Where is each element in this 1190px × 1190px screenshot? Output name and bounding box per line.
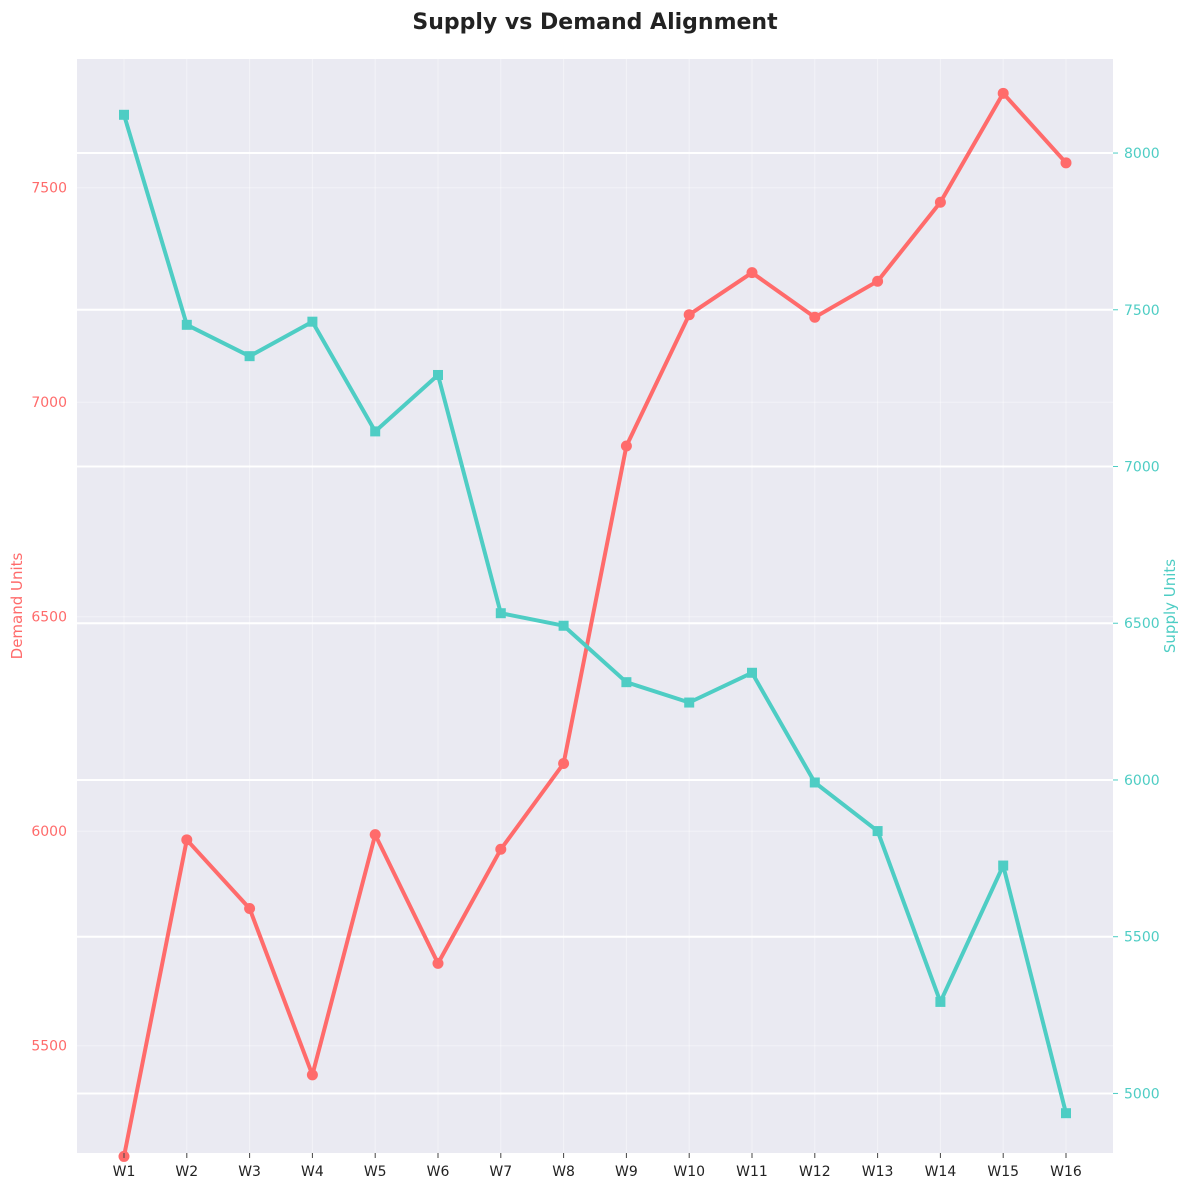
- y-right-tick-label-6: 7500: [1124, 303, 1160, 319]
- series-2-point-4: [307, 316, 318, 327]
- y-left-tick-label-1: 5500: [31, 1039, 67, 1055]
- y-axis-left-label: Demand Units: [8, 552, 26, 659]
- x-tick-label-10: W10: [673, 1164, 705, 1180]
- series-2-point-12: [809, 777, 820, 788]
- series-1-point-2: [181, 834, 193, 846]
- y-left-tick-label-4: 7000: [31, 395, 67, 411]
- x-tick-label-7: W7: [489, 1164, 512, 1180]
- series-1-point-12: [809, 311, 821, 323]
- y-left-tick-label-2: 6000: [31, 824, 67, 840]
- y-left-tick-label-5: 7500: [31, 181, 67, 197]
- chart-title: Supply vs Demand Alignment: [412, 10, 778, 35]
- x-tick-label-11: W11: [736, 1164, 768, 1180]
- x-tick-label-4: W4: [301, 1164, 324, 1180]
- series-1-point-6: [432, 957, 444, 969]
- series-1-point-5: [369, 829, 381, 841]
- y-right-tick-label-4: 6500: [1124, 616, 1160, 632]
- series-2-point-2: [181, 319, 192, 330]
- x-tick-label-8: W8: [552, 1164, 575, 1180]
- x-tick-label-3: W3: [238, 1164, 261, 1180]
- y-right-tick-label-2: 5500: [1124, 930, 1160, 946]
- series-1-point-9: [620, 440, 632, 452]
- series-2-point-6: [433, 369, 443, 380]
- series-1-point-4: [306, 1069, 318, 1081]
- series-line-1: [122, 91, 1068, 1159]
- x-tick-label-12: W12: [799, 1164, 831, 1180]
- series-2-point-13: [872, 826, 883, 837]
- x-tick-label-16: W16: [1050, 1164, 1082, 1180]
- series-1-point-7: [495, 843, 507, 855]
- y-right-tick-label-7: 8000: [1124, 146, 1160, 162]
- y-axis-right-label: Supply Units: [1161, 559, 1179, 653]
- series-2-point-9: [621, 677, 632, 688]
- series-2-point-10: [684, 697, 695, 708]
- x-tick-label-15: W15: [987, 1164, 1019, 1180]
- x-tick-label-6: W6: [427, 1164, 450, 1180]
- series-1-point-16: [1060, 157, 1072, 169]
- series-2-point-16: [1061, 1108, 1071, 1119]
- y-left-tick-label-3: 6500: [31, 610, 67, 626]
- series-1-point-3: [244, 902, 256, 914]
- x-tick-label-14: W14: [925, 1164, 957, 1180]
- tick-layer: W1 W2 W3 W4 W5 W6 W7 W8 W9 W10 W11 W12 W13 W14 W15 W16 5…: [31, 146, 1159, 1180]
- series-1-point-10: [683, 309, 695, 321]
- series-2-point-3: [244, 351, 255, 362]
- series-2-point-11: [747, 667, 757, 678]
- series-1-point-8: [558, 757, 570, 769]
- series-2-point-1: [119, 109, 129, 120]
- x-tick-label-5: W5: [364, 1164, 387, 1180]
- series-2-point-14: [935, 996, 946, 1007]
- series-2-point-7: [495, 608, 506, 619]
- series-1-point-14: [934, 196, 946, 208]
- grid-layer: [77, 59, 1113, 1153]
- x-tick-label-2: W2: [175, 1164, 198, 1180]
- series-2-point-5: [370, 426, 381, 437]
- series-line-2: [122, 112, 1068, 1116]
- y-right-tick-label-1: 5000: [1124, 1086, 1160, 1102]
- series-2-point-8: [558, 620, 569, 631]
- series-layer: [118, 87, 1072, 1162]
- series-2-point-15: [998, 860, 1009, 871]
- series-1-point-13: [872, 275, 884, 287]
- x-tick-label-9: W9: [615, 1164, 638, 1180]
- series-1-point-11: [746, 267, 758, 279]
- x-tick-label-1: W1: [113, 1164, 136, 1180]
- series-1-point-15: [997, 87, 1009, 99]
- y-right-tick-label-5: 7000: [1124, 460, 1160, 476]
- x-tick-label-13: W13: [862, 1164, 894, 1180]
- y-right-tick-label-3: 6000: [1124, 773, 1160, 789]
